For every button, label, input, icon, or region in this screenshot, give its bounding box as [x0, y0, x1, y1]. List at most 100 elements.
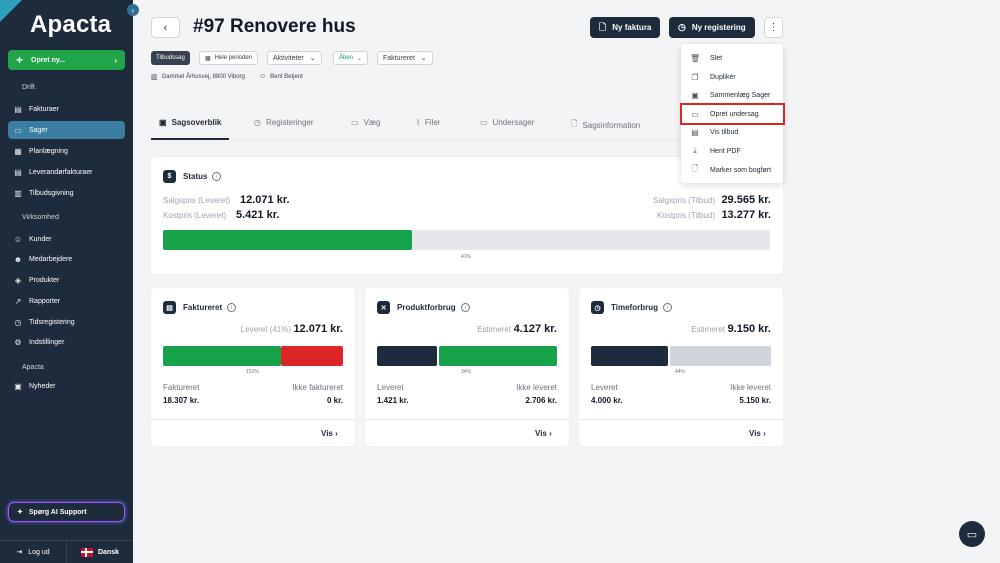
sales-offer-label: Salgspris (Tilbud)	[653, 196, 715, 205]
new-registration-button[interactable]: ◷ Ny registering	[669, 17, 755, 38]
tab-undersager[interactable]: ▭ Undersager	[480, 118, 534, 127]
product-left-value: 1.421 kr.	[377, 396, 409, 405]
menu-item-merge[interactable]: ▣ Sammenlæg Sager	[681, 86, 783, 104]
tab-sagsinformation[interactable]: 🗋 Sagsinformation	[571, 118, 640, 132]
status-filter-label: Åben	[339, 55, 354, 61]
overview-icon: ▣	[159, 118, 167, 127]
sidebar-item-indstillinger[interactable]: ⚙ Indstillinger	[8, 333, 125, 351]
cost-delivered-label: Kostpris (Leveret)	[163, 211, 227, 220]
sidebar-item-label: Nyheder	[29, 382, 56, 390]
ai-support-button[interactable]: ✦ Spørg AI Support	[8, 502, 125, 522]
product-usage-title: ✕ Produktforbrug i	[377, 301, 470, 314]
invoice-icon: ▤	[163, 301, 176, 314]
page-title: #97 Renovere hus	[193, 16, 356, 37]
address-meta: ▥ Gammel Århusvej, 8800 Viborg	[151, 73, 245, 81]
info-icon[interactable]: i	[227, 303, 237, 312]
sidebar-item-tilbudsgivning[interactable]: ▥ Tilbudsgivning	[8, 184, 125, 202]
tab-registeringer[interactable]: ◷ Registeringer	[254, 118, 314, 127]
back-button[interactable]: ‹	[151, 17, 180, 38]
time-right-value: 5.150 kr.	[739, 396, 771, 405]
new-invoice-button[interactable]: 🗋 Ny faktura	[590, 17, 661, 38]
invoiced-view-link[interactable]: Vis ›	[321, 429, 338, 438]
status-filter[interactable]: Åben ⌄	[333, 51, 369, 65]
info-icon[interactable]: i	[212, 172, 222, 181]
info-icon[interactable]: i	[662, 303, 672, 312]
menu-item-duplicate[interactable]: ❐ Duplikér	[681, 68, 783, 86]
time-usage-title: ◷ Timeforbrug i	[591, 301, 672, 314]
chevron-right-icon: ›	[763, 429, 766, 438]
logout-button[interactable]: ⇥ Log ud	[0, 541, 67, 563]
language-label: Dansk	[97, 548, 119, 556]
sales-delivered-label: Salgspris (Leveret)	[163, 196, 231, 205]
folder-icon: ▭	[14, 125, 22, 135]
language-selector[interactable]: Dansk	[67, 541, 133, 563]
sidebar-item-planlaegning[interactable]: ▦ Planlægning	[8, 142, 125, 160]
tab-vaeg[interactable]: ▭ Væg	[351, 118, 380, 127]
person-meta: ☺ Bent Betjent	[259, 73, 303, 80]
sidebar-item-rapporter[interactable]: ↗ Rapporter	[8, 292, 125, 310]
sidebar-item-fakturaer[interactable]: ▤ Fakturaer	[8, 100, 125, 118]
product-view-link[interactable]: Vis ›	[535, 429, 552, 438]
sales-offer-value: 29.565 kr.	[721, 194, 771, 206]
menu-item-view-offer[interactable]: ▤ Vis tilbud	[681, 123, 783, 141]
chat-icon: ▭	[351, 118, 359, 127]
sidebar-item-sager[interactable]: ▭ Sager	[8, 121, 125, 139]
chat-support-button[interactable]: ▭	[959, 521, 985, 547]
sidebar-item-nyheder[interactable]: ▣ Nyheder	[8, 377, 125, 395]
sidebar-item-label: Tilbudsgivning	[29, 189, 74, 197]
sidebar-item-medarbejdere[interactable]: ☻ Medarbejdere	[8, 250, 125, 268]
invoiced-title: ▤ Faktureret i	[163, 301, 237, 314]
customers-icon: ☺	[13, 234, 23, 244]
download-icon: ⤓	[693, 146, 697, 155]
time-right-label: Ikke leveret	[730, 383, 771, 392]
tab-label: Væg	[363, 118, 381, 127]
invoiced-left-value: 18.307 kr.	[163, 396, 200, 405]
section-virksomhed: Virksomhed	[22, 214, 59, 221]
more-options-button[interactable]: ⋮	[764, 17, 783, 38]
sidebar-item-label: Planlægning	[29, 147, 68, 155]
chevron-down-icon: ⌄	[357, 55, 363, 62]
invoiced-filter[interactable]: Faktureret ⌄	[377, 51, 433, 65]
sidebar-item-tidsregistering[interactable]: ◷ Tidsregistering	[8, 313, 125, 331]
logout-label: Log ud	[28, 548, 50, 556]
invoiced-right-value: 0 kr.	[326, 396, 343, 405]
address-text: Gammel Århusvej, 8800 Viborg	[161, 74, 245, 80]
invoice-icon: ▤	[14, 104, 22, 114]
document-icon: 🗋	[571, 119, 578, 128]
invoiced-title-text: Faktureret	[183, 303, 223, 312]
sparkle-icon: ✦	[17, 509, 23, 516]
sidebar-item-leverandorfakturaer[interactable]: ▤ Leverandørfakturaer	[8, 163, 125, 181]
menu-item-create-subcase[interactable]: ▭ Opret undersag	[681, 105, 783, 123]
ai-support-label: Spørg AI Support	[28, 508, 87, 516]
info-icon[interactable]: i	[460, 303, 470, 312]
product-right-label: Ikke leveret	[516, 383, 557, 392]
cost-delivered-value: 5.421 kr.	[236, 209, 280, 221]
time-usage-card: ◷ Timeforbrug i Estimeret 9.150 kr. 44% Le…	[579, 288, 783, 446]
tab-bar: ▣ Sagsoverblik ◷ Registeringer ▭ Væg ⌇ Filer…	[151, 110, 783, 140]
sidebar-item-kunder[interactable]: ☺ Kunder	[8, 230, 125, 248]
time-view-link[interactable]: Vis ›	[749, 429, 766, 438]
sidebar-item-produkter[interactable]: ◈ Produkter	[8, 271, 125, 289]
copy-icon: ❐	[691, 72, 699, 82]
product-estimate-label: Estimeret	[477, 325, 511, 334]
chevron-left-icon: ‹	[163, 21, 168, 34]
menu-item-download-pdf[interactable]: ⤓ Hent PDF	[681, 142, 783, 160]
sidebar-footer: ⇥ Log ud Dansk	[0, 540, 133, 563]
tab-sagsoverblik[interactable]: ▣ Sagsoverblik	[159, 118, 221, 127]
status-progress-percent: 41%	[461, 254, 472, 260]
create-new-button[interactable]: + Opret ny... ›	[8, 50, 125, 70]
tab-filer[interactable]: ⌇ Filer	[416, 118, 440, 127]
menu-item-delete[interactable]: 🗑 Slet	[681, 49, 783, 67]
period-filter[interactable]: ▦ Hele perioden	[199, 51, 259, 65]
dollar-icon: $	[163, 170, 176, 183]
collapse-sidebar-button[interactable]: ‹	[127, 4, 139, 16]
product-bar-remaining	[439, 346, 557, 366]
menu-item-mark-booked[interactable]: 🗋 Marker som bogført	[681, 161, 783, 179]
product-estimate-value: 4.127 kr.	[513, 323, 557, 335]
invoiced-filter-label: Faktureret	[383, 54, 415, 62]
sidebar-item-label: Sager	[29, 126, 48, 134]
section-apacta: Apacta	[22, 364, 44, 371]
activities-filter[interactable]: Aktiviteter ⌄	[267, 51, 322, 65]
chevron-right-icon: ›	[114, 55, 117, 65]
sidebar: Apacta + Opret ny... › Drift ▤ Fakturaer …	[0, 0, 133, 563]
